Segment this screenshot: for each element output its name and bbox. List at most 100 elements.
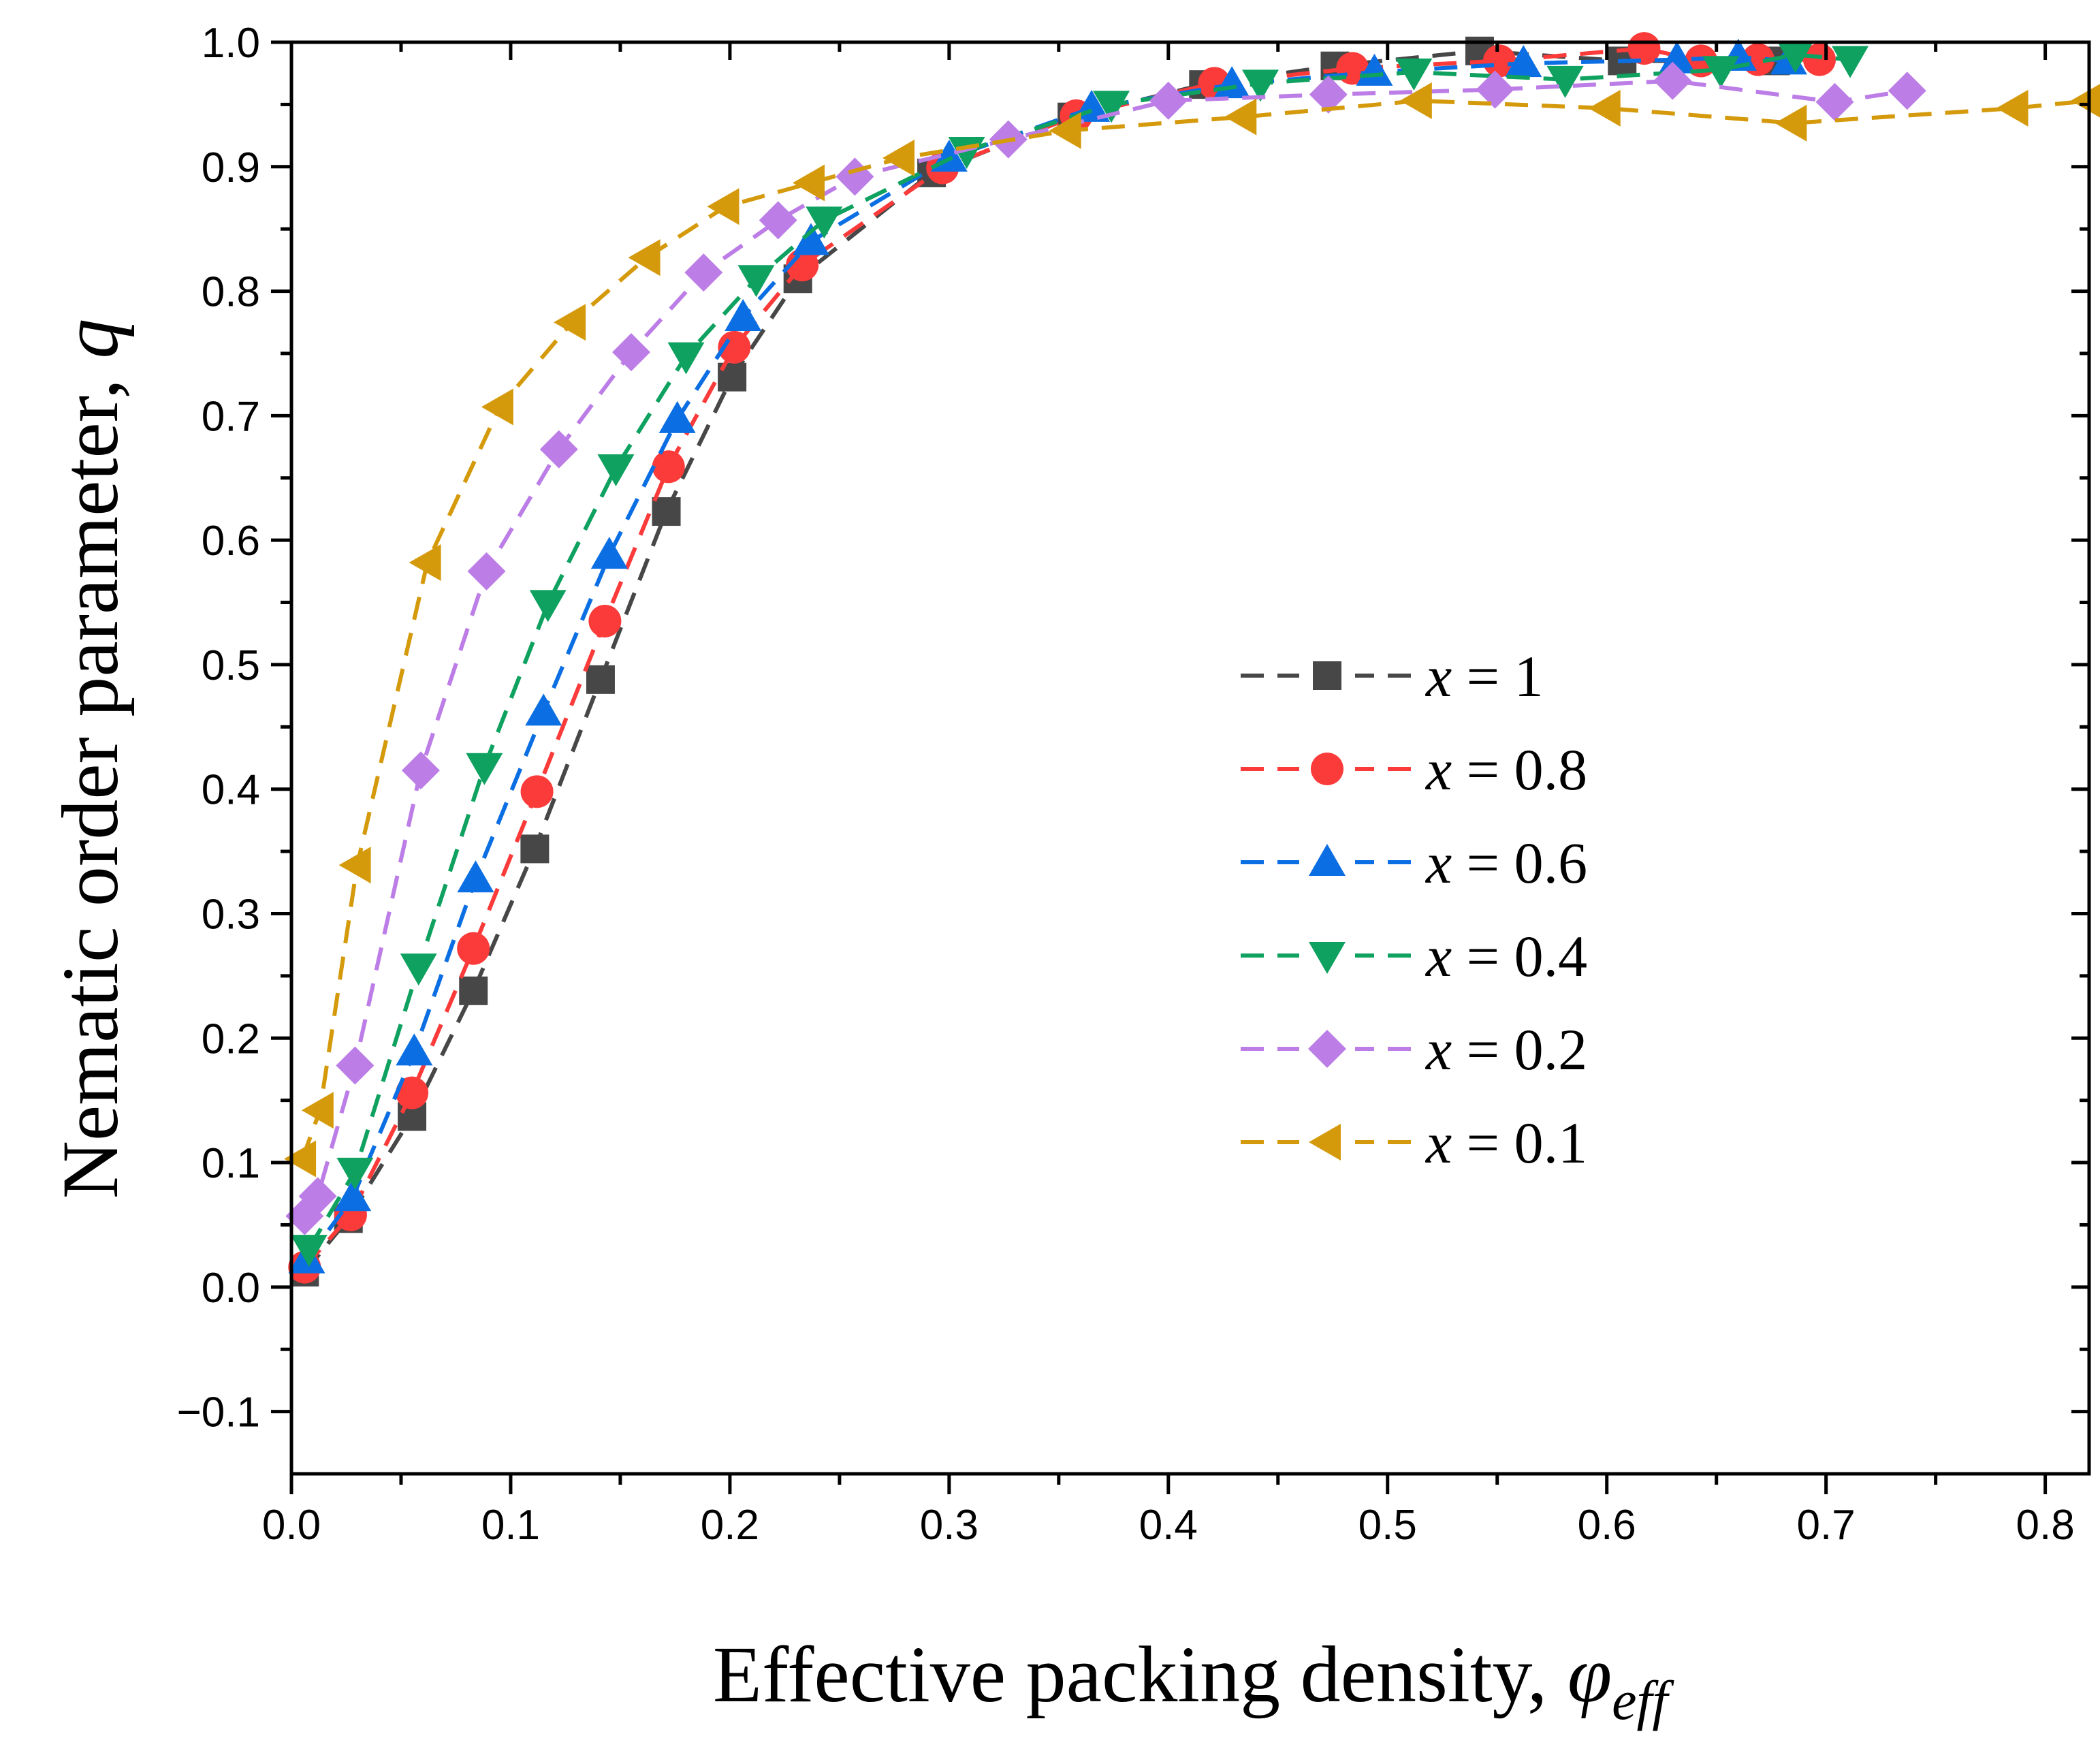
- series-x-0-1-point-4: [481, 388, 513, 426]
- series-x-0-1-point-11: [1224, 98, 1257, 136]
- series-x-0-4-point-13: [1546, 65, 1584, 98]
- series-x-0-8-point-8: [786, 249, 819, 282]
- series-x-0-4-point-12: [1395, 58, 1433, 91]
- series-x-0-4-point-15: [1777, 41, 1814, 74]
- series-x-0-4-point-8: [806, 206, 843, 239]
- legend-value: = 0.2: [1452, 1017, 1587, 1082]
- series-x-0-6-point-3: [457, 860, 494, 893]
- series-x-0-2-point-16: [1888, 72, 1926, 110]
- x-tick-label: 0.8: [2016, 1502, 2075, 1549]
- series-x-0-2-point-14: [1653, 61, 1692, 100]
- legend-item: x = 0.6: [1241, 830, 1587, 896]
- legend-label: x = 0.2: [1425, 1017, 1587, 1082]
- series-x-0-4-point-10: [1093, 91, 1130, 123]
- legend-marker: [1308, 1030, 1346, 1068]
- x-tick-label: 0.2: [701, 1502, 759, 1549]
- legend-value: = 0.4: [1452, 924, 1587, 989]
- legend-variable: x: [1425, 924, 1452, 989]
- legend-label: x = 0.6: [1425, 830, 1587, 896]
- series-x-0-1-point-3: [409, 544, 441, 582]
- ticks-layer: 0.0 0.1 0.2 0.3 0.4 0.5 0.6 0.7 0.8 −0.1 0.0 0.1 0.2…: [177, 20, 2089, 1549]
- series-x-0-1-point-8: [793, 164, 825, 202]
- x-tick-label: 0.7: [1797, 1502, 1856, 1549]
- plot-frame: [289, 40, 2091, 1476]
- series-x-0-2-point-3: [401, 751, 440, 790]
- y-tick-label: 1.0: [202, 20, 260, 67]
- legend-marker: [1311, 753, 1343, 785]
- series-x-0-1-point-9: [882, 139, 915, 176]
- series-x-1-point-3: [459, 976, 488, 1005]
- series-x-0-6-point-6: [658, 400, 696, 433]
- y-tick-label: 0.7: [202, 393, 260, 440]
- series-x-0-2-point-13: [1476, 70, 1514, 109]
- series-x-1-point-4: [520, 834, 550, 864]
- series-x-0-6-point-1: [334, 1179, 372, 1212]
- series-x-0-6-point-4: [525, 693, 562, 726]
- y-tick-label: 0.3: [202, 891, 260, 938]
- series-x-0-4: [290, 41, 1869, 1267]
- series-x-1-point-5: [586, 665, 615, 694]
- series-x-0-6-point-7: [725, 298, 762, 331]
- y-tick-label: 0.4: [202, 767, 260, 814]
- series-x-0-6-point-13: [1505, 45, 1542, 78]
- x-axis-label-text: Effective packing density,: [713, 1630, 1568, 1719]
- series-x-0-4-point-7: [737, 265, 775, 298]
- series-x-0-8: [288, 32, 1836, 1284]
- legend-item: x = 0.1: [1241, 1110, 1587, 1176]
- series-x-0-6-point-2: [396, 1033, 433, 1066]
- series-x-0-1-point-13: [1588, 89, 1621, 127]
- series-x-0-1-point-14: [1775, 104, 1807, 142]
- legend-marker: [1309, 1124, 1341, 1161]
- series-x-0-4-point-0: [290, 1235, 328, 1267]
- series-x-0-1-point-7: [707, 188, 739, 225]
- legend-label: x = 0.8: [1425, 737, 1587, 802]
- series-x-0-2-point-4: [467, 552, 506, 590]
- series-x-0-1-point-5: [554, 304, 586, 341]
- series-x-0-8-point-14: [1627, 32, 1661, 65]
- series-x-0-2-point-7: [684, 253, 723, 292]
- series-x-0-1: [284, 82, 2100, 1178]
- y-tick-label: 0.1: [202, 1140, 260, 1187]
- legend-marker: [1313, 661, 1341, 690]
- x-tick-label: 0.4: [1139, 1502, 1198, 1549]
- legend-value: = 0.1: [1452, 1110, 1587, 1176]
- series-x-0-4-point-11: [1242, 69, 1279, 102]
- legend-value: = 0.6: [1452, 830, 1587, 896]
- series-x-0-2-point-5: [539, 430, 578, 469]
- legend-variable: x: [1425, 1017, 1452, 1082]
- y-tick-label: 0.5: [202, 642, 260, 689]
- y-tick-label: −0.1: [177, 1389, 260, 1436]
- legend-label: x = 0.1: [1425, 1110, 1587, 1176]
- series-x-0-4-point-2: [400, 953, 437, 986]
- series-x-0-1-point-0: [284, 1140, 317, 1178]
- series-x-0-2-point-1: [298, 1177, 337, 1216]
- series-x-0-1-point-10: [1049, 112, 1081, 149]
- series-x-1-line: [302, 48, 1776, 1274]
- x-axis-subscript: eff: [1612, 1669, 1674, 1731]
- y-tick-label: 0.6: [202, 518, 260, 565]
- x-tick-label: 0.1: [481, 1502, 540, 1549]
- series-x-0-1-point-12: [1399, 82, 1432, 119]
- series-x-0-8-point-6: [652, 450, 685, 484]
- series-x-0-2-point-8: [759, 201, 797, 240]
- series-x-0-8-point-13: [1482, 44, 1516, 78]
- series-x-0-6-point-5: [590, 537, 628, 569]
- x-tick-label: 0.3: [920, 1502, 979, 1549]
- y-tick-label: 0.0: [202, 1265, 260, 1312]
- legend-variable: x: [1425, 644, 1452, 709]
- series-x-1-point-6: [652, 497, 681, 526]
- series-x-0-4-point-3: [466, 753, 503, 785]
- series-x-0-2: [285, 61, 1926, 1235]
- series-x-0-4-point-5: [597, 454, 635, 487]
- y-tick-label: 0.2: [202, 1015, 260, 1062]
- series-layer: [284, 32, 2100, 1287]
- x-axis-title: Effective packing density, φeff: [713, 1630, 1674, 1731]
- x-tick-label: 0.6: [1578, 1502, 1636, 1549]
- y-axis-title: Nematic order parameter, q: [46, 319, 135, 1199]
- legend-label: x = 0.4: [1425, 924, 1587, 989]
- series-x-0-2-line: [302, 78, 1908, 1218]
- legend-item: x = 0.8: [1241, 737, 1587, 802]
- series-x-0-2-point-6: [612, 333, 651, 372]
- series-x-0-1-line: [300, 98, 2090, 1160]
